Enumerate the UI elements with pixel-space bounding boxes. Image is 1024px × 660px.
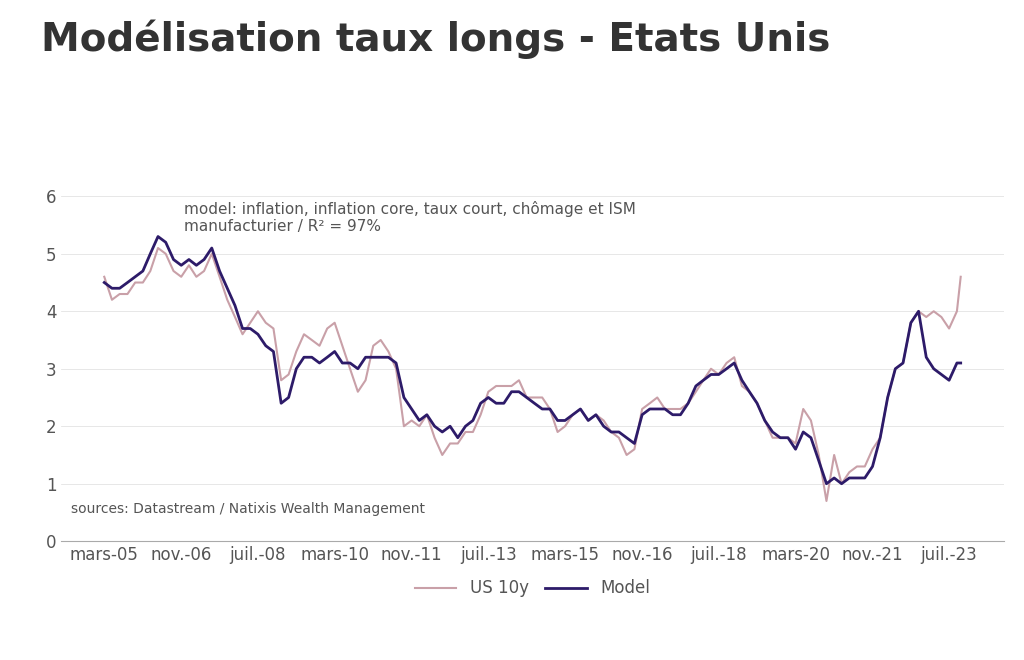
- Legend: US 10y, Model: US 10y, Model: [408, 573, 657, 604]
- Text: Modélisation taux longs - Etats Unis: Modélisation taux longs - Etats Unis: [41, 20, 830, 59]
- Line: US 10y: US 10y: [104, 248, 961, 501]
- Text: sources: Datastream / Natixis Wealth Management: sources: Datastream / Natixis Wealth Man…: [71, 502, 425, 516]
- Text: model: inflation, inflation core, taux court, chômage et ISM
manufacturier / R² : model: inflation, inflation core, taux c…: [184, 201, 636, 234]
- Line: Model: Model: [104, 236, 961, 484]
